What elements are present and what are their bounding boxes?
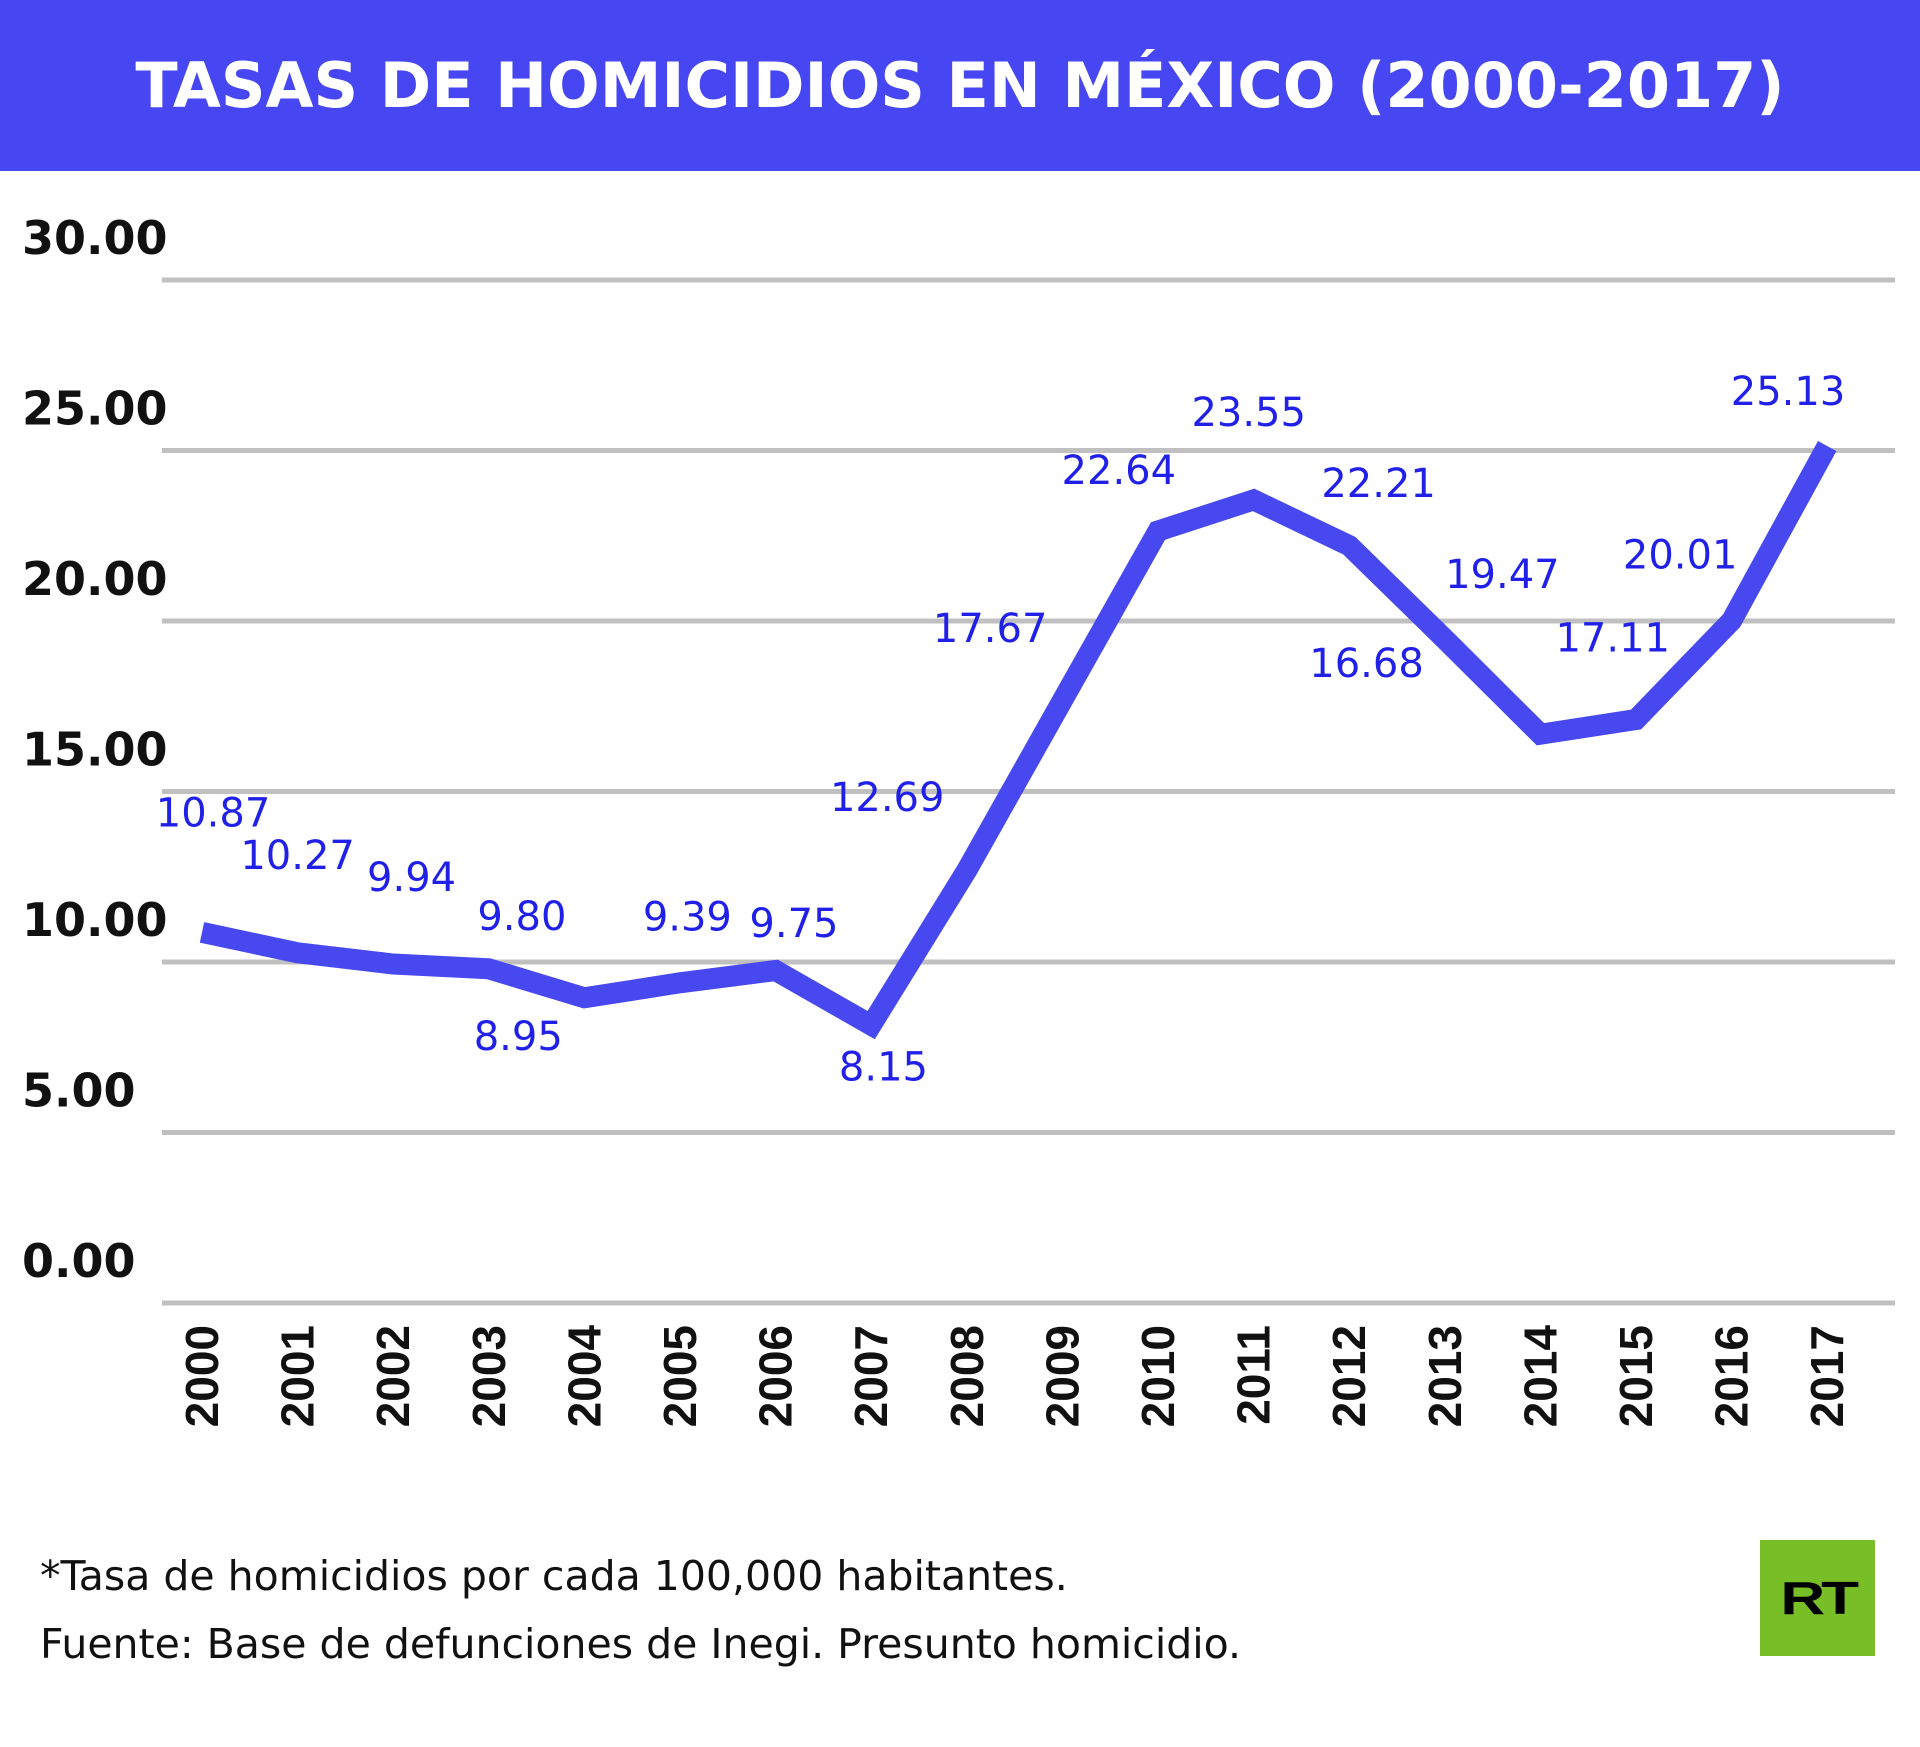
x-tick-label: 2002	[367, 1325, 419, 1427]
header-banner: TASAS DE HOMICIDIOS EN MÉXICO (2000-2017…	[0, 0, 1920, 171]
data-label: 19.47	[1445, 552, 1560, 598]
x-tick-label: 2000	[176, 1325, 228, 1427]
x-tick-label: 2008	[941, 1325, 993, 1427]
rt-logo: RT	[1760, 1540, 1875, 1656]
data-label: 9.75	[749, 901, 838, 947]
y-tick-label: 20.00	[22, 552, 168, 606]
x-tick-label: 2005	[654, 1325, 706, 1427]
data-label: 10.87	[156, 790, 271, 836]
x-tick-label: 2006	[750, 1325, 802, 1427]
data-label: 16.68	[1309, 641, 1424, 687]
footnote-rate: *Tasa de homicidios por cada 100,000 hab…	[40, 1552, 1068, 1600]
footnote-source: Fuente: Base de defunciones de Inegi. Pr…	[40, 1620, 1242, 1668]
data-label: 20.01	[1623, 533, 1738, 579]
x-tick-label: 2001	[272, 1325, 324, 1427]
x-tick-label: 2004	[558, 1325, 610, 1428]
data-label: 8.15	[839, 1045, 928, 1091]
data-label: 23.55	[1191, 390, 1306, 436]
data-label: 9.80	[477, 894, 566, 940]
y-tick-label: 25.00	[22, 382, 168, 436]
x-tick-label: 2010	[1132, 1325, 1184, 1427]
data-label: 22.64	[1062, 448, 1177, 494]
data-label: 25.13	[1731, 369, 1846, 415]
data-label: 10.27	[240, 833, 355, 879]
series-line	[199, 441, 1837, 1040]
x-tick-label: 2012	[1323, 1325, 1375, 1427]
data-label: 8.95	[474, 1014, 563, 1060]
y-tick-label: 30.00	[22, 211, 168, 265]
y-tick-label: 10.00	[22, 893, 168, 947]
x-tick-label: 2009	[1036, 1325, 1088, 1427]
data-label: 22.21	[1321, 461, 1436, 507]
chart-title: TASAS DE HOMICIDIOS EN MÉXICO (2000-2017…	[135, 49, 1785, 122]
x-tick-label: 2014	[1514, 1325, 1566, 1428]
x-tick-label: 2015	[1610, 1325, 1662, 1427]
data-label: 17.67	[933, 606, 1048, 652]
data-label: 17.11	[1555, 616, 1670, 662]
x-tick-label: 2016	[1706, 1325, 1758, 1427]
data-label: 9.39	[643, 895, 732, 941]
x-tick-label: 2013	[1419, 1325, 1471, 1427]
y-tick-label: 15.00	[22, 723, 168, 777]
data-label: 9.94	[367, 855, 456, 901]
x-tick-label: 2011	[1228, 1325, 1280, 1425]
y-tick-label: 5.00	[22, 1064, 136, 1118]
x-tick-label: 2003	[463, 1325, 515, 1427]
x-tick-label: 2017	[1801, 1325, 1853, 1427]
y-tick-label: 0.00	[22, 1234, 136, 1288]
x-tick-label: 2007	[845, 1325, 897, 1427]
data-label: 12.69	[830, 775, 945, 821]
